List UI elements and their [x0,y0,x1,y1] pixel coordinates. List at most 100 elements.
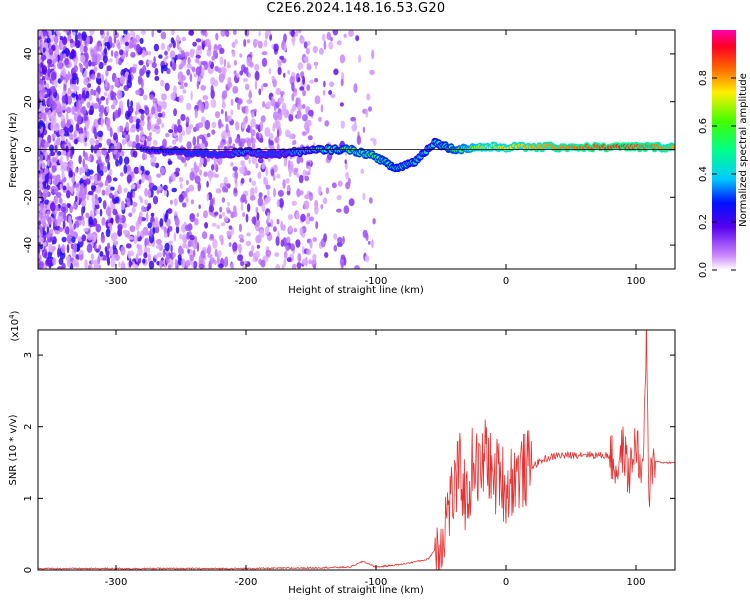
noise-speck [200,103,205,114]
noise-speck [105,187,109,196]
noise-speck [140,165,145,172]
noise-speck [266,195,271,203]
noise-speck [194,108,198,119]
noise-speck [66,244,70,254]
noise-speck [246,99,253,104]
noise-speck [69,38,74,44]
noise-speck [88,216,93,225]
noise-speck [279,91,285,96]
noise-speck [195,57,200,64]
noise-speck [214,211,219,216]
noise-speck [234,39,238,45]
noise-speck [120,172,124,177]
noise-speck [302,89,306,97]
noise-speck [295,30,299,37]
noise-speck [58,129,65,136]
noise-speck [232,242,238,252]
noise-speck [81,219,86,227]
noise-speck [54,209,58,215]
noise-speck [302,169,307,178]
noise-speck [207,244,212,255]
noise-speck [101,189,106,196]
noise-speck [296,173,300,178]
noise-speck [79,166,86,174]
noise-speck [214,111,221,119]
noise-speck [265,166,269,177]
noise-speck [198,263,205,269]
noise-speck [154,76,160,81]
noise-speck [135,253,139,263]
noise-speck [161,111,166,119]
noise-speck [331,182,337,189]
noise-speck [165,254,170,264]
noise-speck [98,182,104,188]
noise-speck [173,108,178,117]
noise-speck [147,247,151,254]
noise-speck [79,54,86,63]
noise-speck [93,103,99,110]
noise-speck [126,174,132,184]
noise-speck [312,237,318,242]
noise-speck [129,250,135,257]
noise-speck [62,149,66,156]
noise-speck [102,166,108,173]
noise-speck [48,48,53,56]
noise-speck [243,117,248,125]
noise-speck [203,210,208,219]
noise-speck [66,111,69,122]
noise-speck [186,231,190,240]
y-tick-label: 0 [23,146,34,152]
snr-panel: -300 -200 -100 0 100 0 1 2 3 Height of straight… [8,310,676,596]
noise-speck [156,173,162,178]
noise-speck [228,136,233,145]
noise-speck [283,157,288,168]
noise-speck [73,65,78,73]
noise-speck [209,233,214,239]
noise-speck [44,151,48,161]
noise-speck [273,187,276,198]
noise-speck [170,199,173,205]
y-tick-label: -20 [23,189,34,205]
noise-speck [158,54,163,59]
noise-speck [272,164,278,173]
noise-speck [114,31,119,38]
noise-speck [99,112,103,118]
noise-speck [63,131,69,137]
noise-speck [66,234,72,244]
noise-speck [83,142,88,147]
noise-speck [47,216,52,225]
noise-speck [63,126,69,133]
noise-speck [204,30,208,38]
noise-speck [242,212,246,218]
noise-speck [269,140,274,146]
noise-speck [292,103,297,112]
noise-speck [181,258,186,268]
noise-speck [251,216,256,225]
noise-speck [100,117,104,128]
noise-speck [201,231,208,240]
noise-speck [95,139,100,145]
noise-speck [114,196,120,204]
noise-speck [297,109,302,119]
noise-speck [38,83,42,91]
noise-speck [90,49,95,57]
noise-speck [195,66,202,76]
noise-speck [168,129,174,134]
colorbar-tick-label: 0.0 [698,262,709,278]
noise-speck [256,244,260,249]
noise-speck [234,137,240,144]
noise-speck [42,209,46,217]
noise-speck [183,82,188,87]
noise-speck [142,64,147,74]
noise-speck [69,226,74,237]
noise-speck [100,104,105,114]
noise-speck [322,89,326,96]
noise-speck [169,60,173,68]
noise-speck [157,185,162,191]
noise-speck [65,147,69,153]
noise-speck [261,57,268,67]
noise-speck [362,126,366,134]
noise-speck [52,109,56,120]
noise-speck [244,83,250,91]
noise-speck [185,116,190,124]
